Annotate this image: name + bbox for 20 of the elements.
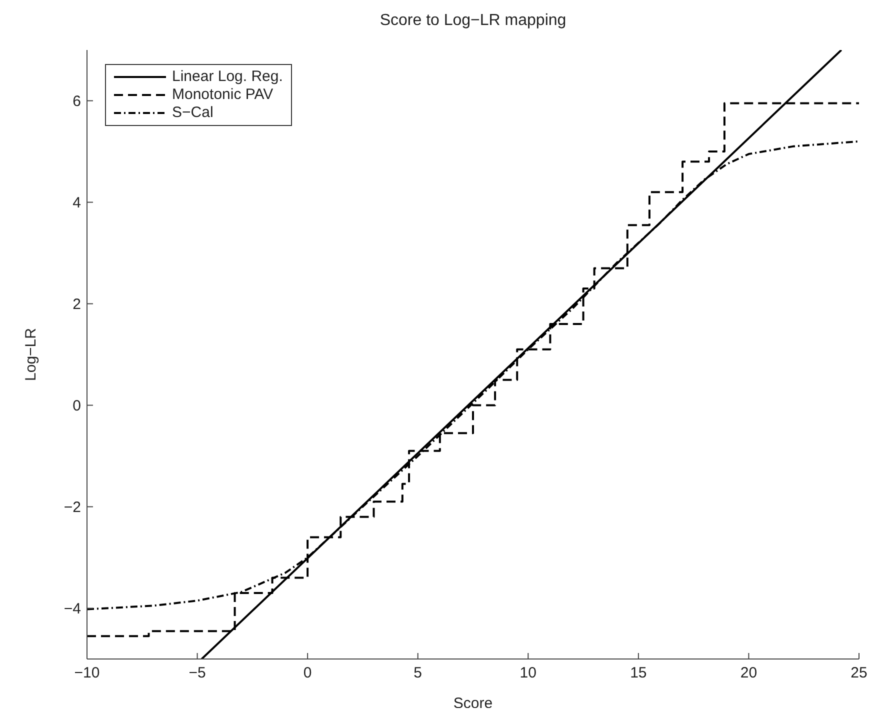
x-tick-label: 15 (630, 664, 647, 682)
x-tick-label: 25 (850, 664, 868, 682)
y-tick-label: −2 (64, 499, 81, 516)
legend-label: Monotonic PAV (172, 86, 274, 104)
y-tick-label: 2 (72, 296, 81, 314)
x-tick-label: −5 (188, 664, 206, 682)
x-tick-label: 20 (740, 664, 758, 682)
x-tick-label: 0 (303, 664, 312, 682)
y-tick-label: 6 (72, 93, 81, 110)
x-axis-title: Score (453, 695, 493, 712)
x-tick-label: −10 (74, 664, 100, 682)
legend-label: S−Cal (172, 104, 214, 122)
y-tick-label: −4 (64, 600, 81, 618)
chart-title: Score to Log−LR mapping (378, 12, 568, 30)
y-tick-label: 0 (72, 398, 81, 415)
y-tick-label: 4 (72, 194, 81, 212)
legend-label: Linear Log. Reg. (172, 68, 283, 86)
x-tick-label: 5 (414, 664, 422, 682)
y-axis-title: Log−LR (22, 328, 40, 381)
x-tick-label: 10 (520, 664, 536, 682)
